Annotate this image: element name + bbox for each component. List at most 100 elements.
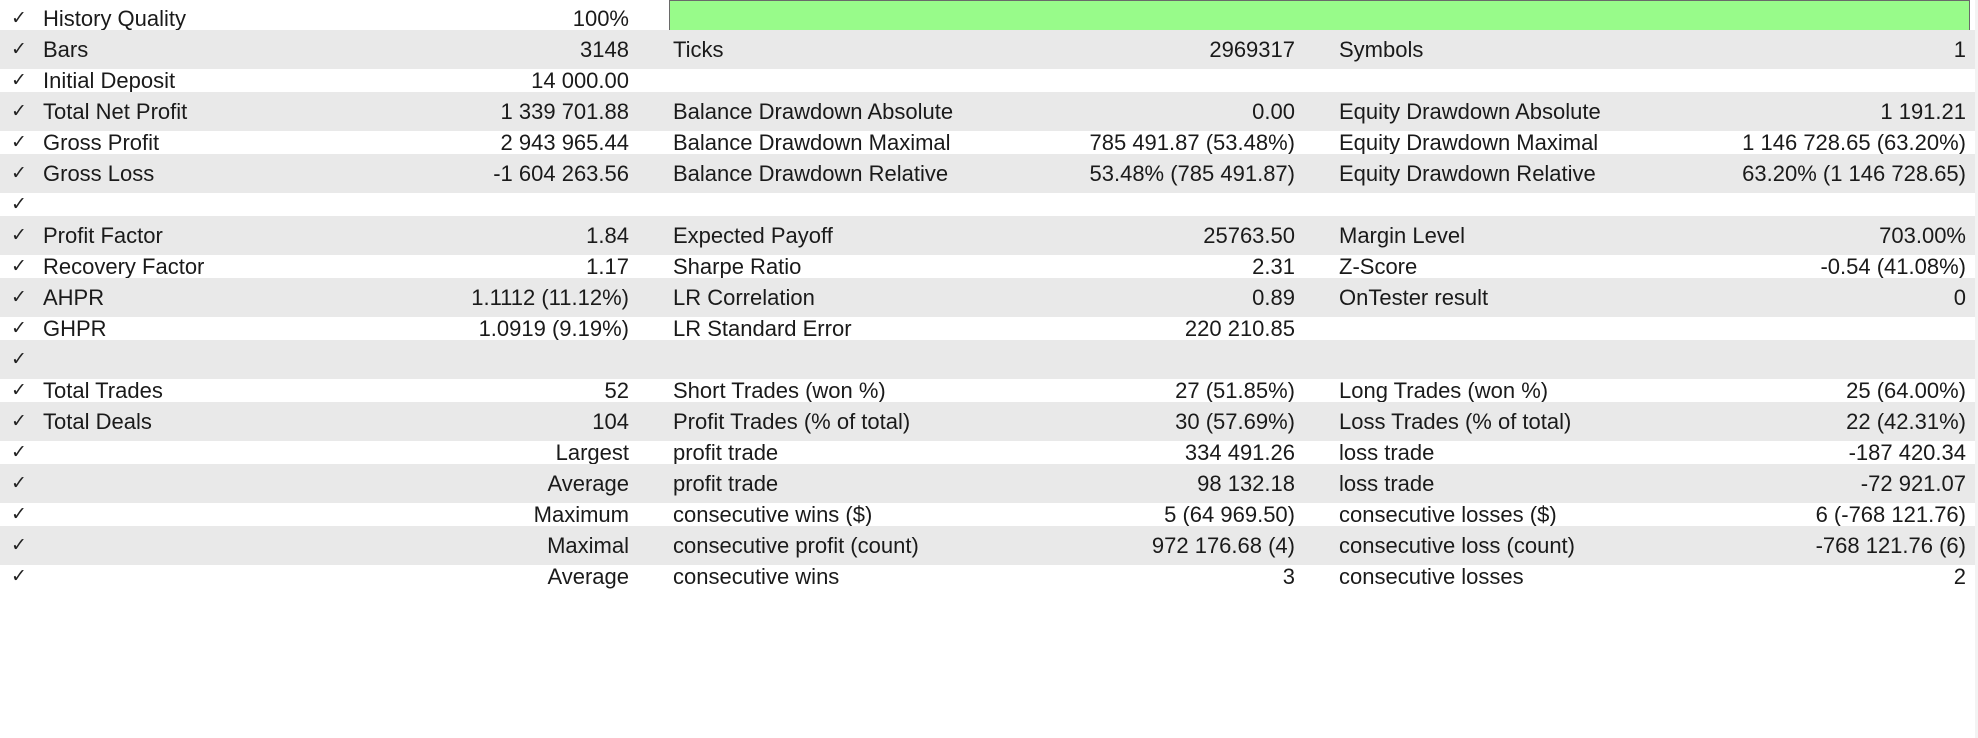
metric-value: 98 132.18	[1197, 471, 1295, 496]
metric-label: Largest	[555, 440, 629, 465]
metric-label: Bars	[43, 37, 89, 62]
metric-value: 63.20% (1 146 728.65)	[1742, 161, 1966, 186]
metric-label: Profit Factor	[43, 223, 163, 248]
metric-value: 27 (51.85%)	[1175, 378, 1295, 403]
metric-label: consecutive wins ($)	[673, 502, 873, 527]
report-row[interactable]: ✓	[0, 185, 1978, 224]
metric-value: -1 604 263.56	[493, 161, 629, 186]
metric-value: 1.17	[586, 254, 629, 279]
report-row[interactable]: ✓ Recovery Factor 1.17 Sharpe Ratio 2.31…	[0, 247, 1978, 286]
metric-value: 25763.50	[1203, 223, 1295, 248]
metric-value: 1 191.21	[1880, 99, 1966, 124]
metric-label: Maximum	[533, 502, 629, 527]
check-icon: ✓	[11, 442, 27, 463]
check-icon: ✓	[11, 411, 27, 432]
metric-label: Balance Drawdown Relative	[673, 161, 949, 186]
metric-label: Long Trades (won %)	[1339, 378, 1549, 403]
metric-value: 53.48% (785 491.87)	[1089, 161, 1296, 186]
metric-value: 2	[1953, 564, 1966, 589]
metric-label: Z-Score	[1339, 254, 1418, 279]
metric-label: Recovery Factor	[43, 254, 205, 279]
report-row[interactable]: ✓ Total Trades 52 Short Trades (won %) 2…	[0, 371, 1978, 410]
metric-value: 0.00	[1252, 99, 1295, 124]
metric-value: 703.00%	[1879, 223, 1966, 248]
report-row[interactable]: ✓ Total Net Profit 1 339 701.88 Balance …	[0, 92, 1978, 131]
check-icon: ✓	[11, 256, 27, 277]
check-icon: ✓	[11, 318, 27, 339]
check-icon: ✓	[11, 132, 27, 153]
metric-value: 1.1112 (11.12%)	[471, 285, 629, 310]
metric-label: Loss Trades (% of total)	[1339, 409, 1572, 434]
metric-value: 2969317	[1209, 37, 1295, 62]
report-row[interactable]: ✓ Gross Profit 2 943 965.44 Balance Draw…	[0, 123, 1978, 162]
metric-value: 104	[592, 409, 629, 434]
report-row[interactable]: ✓ Average consecutive wins 3 consecutive…	[0, 557, 1978, 596]
check-icon: ✓	[11, 380, 27, 401]
metric-value: 334 491.26	[1184, 440, 1295, 465]
report-row[interactable]: ✓ Maximal consecutive profit (count) 972…	[0, 526, 1978, 565]
metric-value: 972 176.68 (4)	[1151, 533, 1295, 558]
report-row[interactable]: ✓ Initial Deposit 14 000.00	[0, 61, 1978, 100]
report-row[interactable]: ✓ Average profit trade 98 132.18 loss tr…	[0, 464, 1978, 503]
metric-label: History Quality	[43, 6, 187, 31]
metric-value: 25 (64.00%)	[1846, 378, 1966, 403]
metric-label: Expected Payoff	[673, 223, 833, 248]
report-row[interactable]: ✓ Maximum consecutive wins ($) 5 (64 969…	[0, 495, 1978, 534]
metric-label: OnTester result	[1339, 285, 1489, 310]
report-row[interactable]: ✓ Profit Factor 1.84 Expected Payoff 257…	[0, 216, 1978, 255]
report-row[interactable]: ✓ Total Deals 104 Profit Trades (% of to…	[0, 402, 1978, 441]
check-icon: ✓	[11, 504, 27, 525]
metric-label: Maximal	[547, 533, 629, 558]
metric-label: consecutive losses	[1339, 564, 1524, 589]
metric-label: Sharpe Ratio	[673, 254, 802, 279]
metric-label: Gross Loss	[43, 161, 155, 186]
metric-value: 1 339 701.88	[500, 99, 629, 124]
metric-label: profit trade	[673, 471, 779, 496]
metric-value: 0	[1953, 285, 1966, 310]
report-row[interactable]: ✓ Gross Loss -1 604 263.56 Balance Drawd…	[0, 154, 1978, 193]
metric-value: 1.84	[586, 223, 629, 248]
check-icon: ✓	[11, 70, 27, 91]
metric-label: Short Trades (won %)	[673, 378, 886, 403]
metric-label: Average	[547, 471, 629, 496]
metric-label: consecutive profit (count)	[673, 533, 919, 558]
report-row[interactable]: ✓ AHPR 1.1112 (11.12%) LR Correlation 0.…	[0, 278, 1978, 317]
metric-label: loss trade	[1339, 471, 1435, 496]
check-icon: ✓	[11, 287, 27, 308]
metric-label: Ticks	[673, 37, 724, 62]
check-icon: ✓	[11, 535, 27, 556]
metric-value: 3	[1282, 564, 1295, 589]
check-icon: ✓	[11, 473, 27, 494]
metric-label: consecutive loss (count)	[1339, 533, 1575, 558]
metric-label: AHPR	[43, 285, 105, 310]
report-row[interactable]: ✓ Bars 3148 Ticks 2969317 Symbols 1	[0, 30, 1978, 69]
check-icon: ✓	[11, 8, 27, 29]
metric-value: 5 (64 969.50)	[1164, 502, 1295, 527]
report-row[interactable]: ✓	[0, 340, 1978, 379]
metric-value: 0.89	[1252, 285, 1295, 310]
metric-value: 14 000.00	[531, 68, 629, 93]
metric-value: -0.54 (41.08%)	[1820, 254, 1966, 279]
metric-label: loss trade	[1339, 440, 1435, 465]
report-row[interactable]: ✓ Largest profit trade 334 491.26 loss t…	[0, 433, 1978, 472]
metric-label: Profit Trades (% of total)	[673, 409, 911, 434]
metric-value: 785 491.87 (53.48%)	[1089, 130, 1296, 155]
check-icon: ✓	[11, 101, 27, 122]
metric-label: Balance Drawdown Absolute	[673, 99, 954, 124]
metric-value: 6 (-768 121.76)	[1815, 502, 1966, 527]
report-row[interactable]: ✓ History Quality 100%	[0, 0, 1978, 38]
metric-label: Total Trades	[43, 378, 163, 403]
metric-value: -187 420.34	[1848, 440, 1966, 465]
metric-label: Equity Drawdown Absolute	[1339, 99, 1601, 124]
metric-label: Margin Level	[1339, 223, 1465, 248]
metric-value: 1.0919 (9.19%)	[478, 316, 629, 341]
check-icon: ✓	[11, 349, 27, 370]
metric-label: Total Deals	[43, 409, 152, 434]
metric-label: GHPR	[43, 316, 107, 341]
report-row[interactable]: ✓ GHPR 1.0919 (9.19%) LR Standard Error …	[0, 309, 1978, 348]
check-icon: ✓	[11, 225, 27, 246]
metric-value: 2 943 965.44	[500, 130, 629, 155]
metric-label: Equity Drawdown Maximal	[1339, 130, 1599, 155]
metric-label: consecutive wins	[673, 564, 840, 589]
